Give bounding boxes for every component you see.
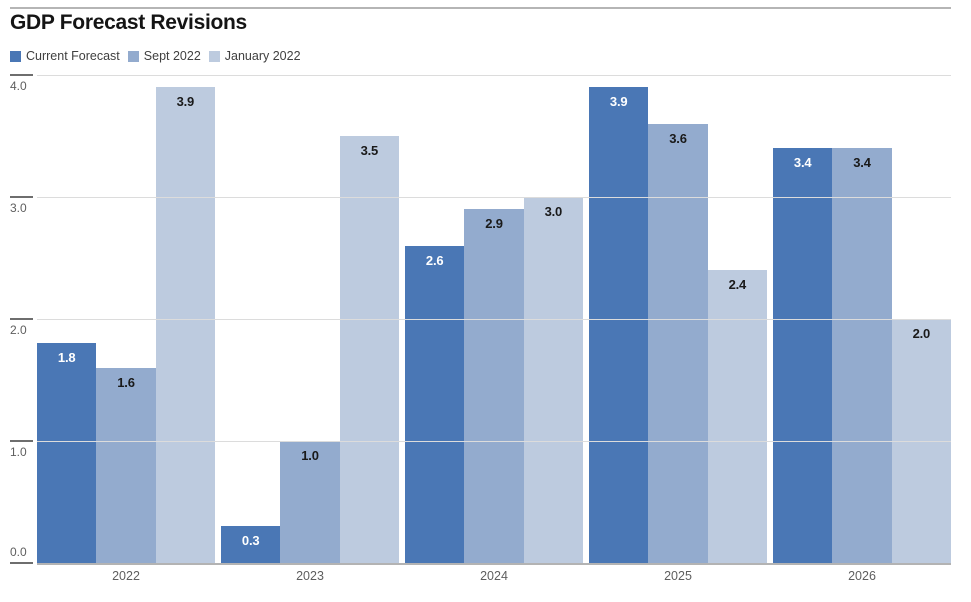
chart-title: GDP Forecast Revisions (10, 11, 247, 34)
legend-label: January 2022 (224, 49, 301, 63)
bar-value-label: 1.6 (117, 374, 135, 390)
bar-current-forecast-2024[interactable]: 2.6 (405, 245, 465, 563)
y-axis-tick-label: 0.0 (10, 545, 27, 559)
bar-value-label: 1.8 (57, 350, 76, 366)
legend-label: Sept 2022 (143, 49, 201, 63)
bar-value-label: 3.9 (609, 94, 628, 110)
legend-swatch-icon (208, 50, 220, 62)
bar-value-label: 2.6 (425, 252, 444, 268)
legend-item-2[interactable]: January 2022 (208, 49, 301, 63)
bar-value-label: 3.6 (669, 130, 687, 146)
bar-january-2022-2025[interactable]: 2.4 (707, 270, 767, 563)
bar-january-2022-2022[interactable]: 3.9 (155, 87, 215, 563)
bar-group-2026: 3.4 3.4 2.0 (770, 75, 951, 563)
x-axis-labels: 2022 2023 2024 2025 2026 (37, 569, 951, 583)
bar-sept-2022-2025[interactable]: 3.6 (648, 123, 708, 563)
legend-item-0[interactable]: Current Forecast (10, 49, 120, 63)
x-axis-category-label: 2026 (848, 569, 876, 583)
bar-value-label: 0.3 (241, 533, 260, 549)
gridline (37, 75, 951, 76)
x-axis-baseline (37, 563, 951, 565)
bar-current-forecast-2026[interactable]: 3.4 (773, 148, 833, 563)
x-axis-category-label: 2022 (112, 569, 140, 583)
legend-item-1[interactable]: Sept 2022 (127, 49, 201, 63)
gridline (37, 319, 951, 320)
bar-value-label: 3.0 (544, 204, 563, 219)
y-axis-tick-label: 3.0 (10, 201, 27, 215)
y-axis-tick (10, 74, 33, 76)
bar-current-forecast-2022[interactable]: 1.8 (37, 343, 97, 563)
y-axis-tick (10, 196, 33, 198)
y-axis-tick (10, 562, 33, 564)
bar-january-2022-2024[interactable]: 3.0 (523, 197, 583, 563)
bar-value-label: 3.4 (793, 155, 812, 171)
bar-current-forecast-2025[interactable]: 3.9 (589, 87, 649, 563)
legend: Current Forecast Sept 2022 January 2022 (10, 49, 301, 63)
bar-group-2023: 0.3 1.0 3.5 (218, 75, 402, 563)
x-axis-category-label: 2024 (480, 569, 508, 583)
bar-value-label: 2.4 (728, 277, 747, 293)
y-axis-tick (10, 318, 33, 320)
bar-current-forecast-2023[interactable]: 0.3 (221, 526, 281, 563)
y-axis-tick-label: 1.0 (10, 445, 27, 459)
legend-label: Current Forecast (26, 49, 120, 63)
y-axis-tick (10, 440, 33, 442)
bar-value-label: 1.0 (301, 448, 319, 463)
x-axis-category-label: 2025 (664, 569, 692, 583)
y-axis-tick-label: 4.0 (10, 79, 27, 93)
gridline (37, 441, 951, 442)
bar-value-label: 3.5 (360, 143, 379, 158)
gridline (37, 197, 951, 198)
bar-group-2024: 2.6 2.9 3.0 (402, 75, 586, 563)
bar-value-label: 3.9 (176, 94, 195, 110)
bar-group-2022: 1.8 1.6 3.9 (37, 75, 218, 563)
bar-value-label: 2.0 (912, 326, 931, 341)
bar-value-label: 2.9 (485, 216, 503, 232)
bar-sept-2022-2023[interactable]: 1.0 (280, 441, 340, 563)
legend-swatch-icon (127, 50, 139, 62)
bar-value-label: 3.4 (853, 155, 871, 171)
plot-area: 1.8 1.6 3.9 0.3 1.0 3.5 2.6 2.9 3.0 3.9 3.6 2.4 3.4 3… (37, 75, 951, 563)
y-axis-tick-label: 2.0 (10, 323, 27, 337)
bar-sept-2022-2024[interactable]: 2.9 (464, 209, 524, 563)
top-rule (10, 7, 951, 9)
bar-january-2022-2023[interactable]: 3.5 (339, 136, 399, 563)
bar-sept-2022-2022[interactable]: 1.6 (96, 367, 156, 563)
x-axis-category-label: 2023 (296, 569, 324, 583)
bar-sept-2022-2026[interactable]: 3.4 (832, 148, 892, 563)
legend-swatch-icon (10, 50, 21, 62)
